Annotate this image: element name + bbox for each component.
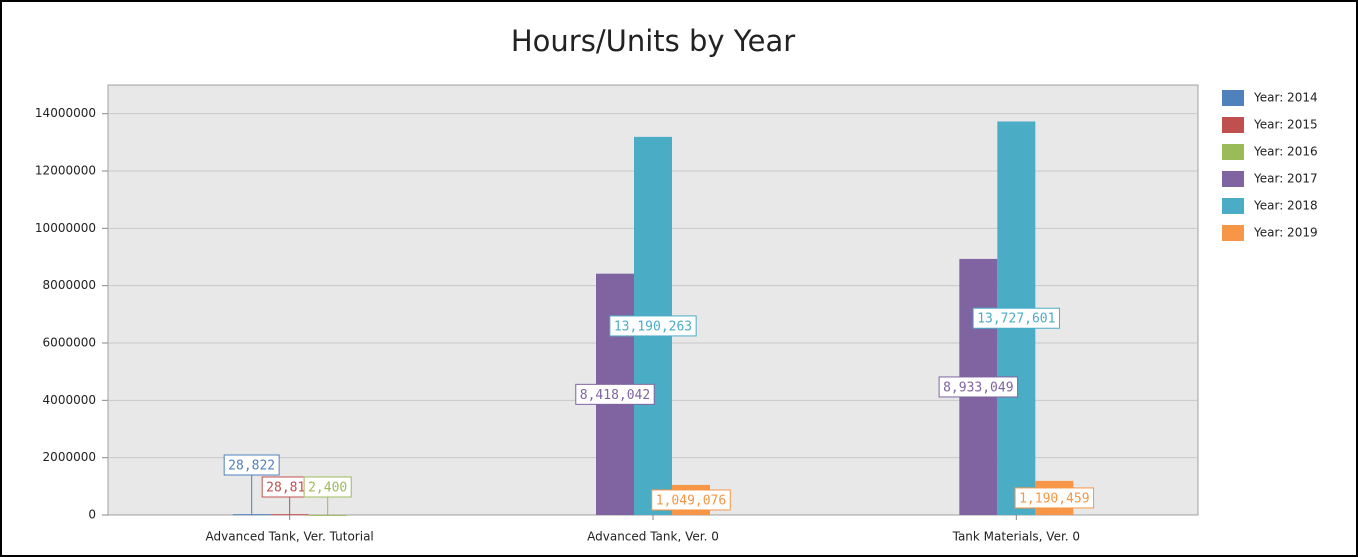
legend-swatch <box>1222 198 1244 214</box>
value-label-box <box>938 376 1019 398</box>
x-tick-label: Advanced Tank, Ver. 0 <box>587 530 719 544</box>
legend-label: Year: 2018 <box>1253 199 1318 213</box>
value-label: 8,933,049 <box>943 380 1013 395</box>
y-tick-label: 14000000 <box>35 106 96 120</box>
value-label-box <box>303 476 352 498</box>
y-tick-label: 10000000 <box>35 221 96 235</box>
y-tick-label: 4000000 <box>43 393 96 407</box>
legend-swatch <box>1222 144 1244 160</box>
value-label: 1,190,459 <box>1019 491 1089 506</box>
y-tick-label: 12000000 <box>35 164 96 178</box>
x-tick-label: Advanced Tank, Ver. Tutorial <box>206 530 374 544</box>
value-label: 13,190,263 <box>614 319 692 334</box>
value-label-box <box>651 489 731 511</box>
value-label: 8,418,042 <box>580 388 650 403</box>
legend-label: Year: 2017 <box>1253 172 1318 186</box>
legend-swatch <box>1222 171 1244 187</box>
legend-label: Year: 2016 <box>1253 145 1318 159</box>
legend-label: Year: 2019 <box>1253 226 1318 240</box>
value-label-box <box>223 454 280 476</box>
value-label: 28,822 <box>228 459 275 474</box>
chart-title: Hours/Units by Year <box>511 24 795 58</box>
y-tick-label: 6000000 <box>43 336 96 350</box>
legend-swatch <box>1222 225 1244 241</box>
value-label: 1,049,076 <box>656 493 726 508</box>
value-label-box <box>972 307 1060 329</box>
value-label-box <box>609 315 697 337</box>
legend-swatch <box>1222 117 1244 133</box>
x-tick-label: Tank Materials, Ver. 0 <box>952 530 1080 544</box>
value-label: 28,814 <box>266 481 313 496</box>
y-tick-label: 0 <box>88 508 96 522</box>
bar <box>308 514 347 516</box>
y-tick-label: 8000000 <box>43 278 96 292</box>
legend-swatch <box>1222 90 1244 106</box>
value-label: 13,727,601 <box>977 312 1055 327</box>
y-tick-label: 2000000 <box>43 450 96 464</box>
legend-label: Year: 2015 <box>1253 118 1318 132</box>
legend-label: Year: 2014 <box>1253 91 1318 105</box>
value-label-box <box>1014 487 1095 509</box>
value-label-box <box>575 383 655 405</box>
value-label: 2,400 <box>308 481 347 496</box>
